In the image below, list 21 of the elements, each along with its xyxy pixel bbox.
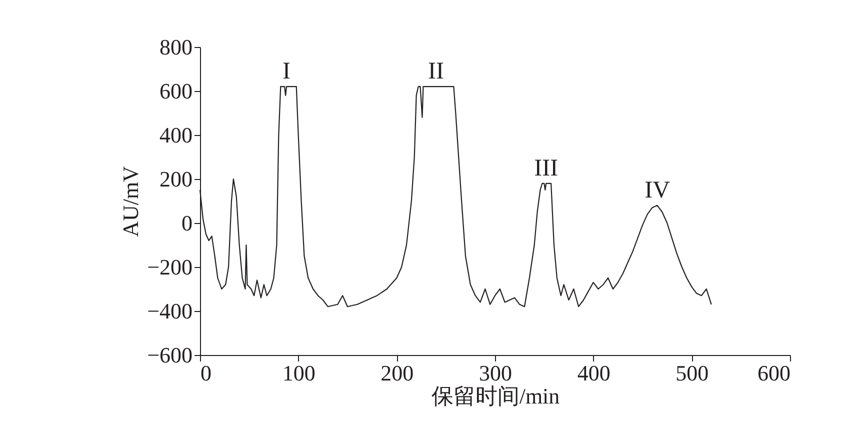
annotation: II [428,58,444,85]
y-tick-label: 600 [160,78,192,104]
y-tick-label: −400 [147,298,192,324]
y-tick-label: 0 [182,210,192,236]
y-tick-label: −200 [147,254,192,280]
annotation: I [282,58,291,85]
annotation: III [534,155,558,182]
y-axis-title: AU/mV [118,166,144,237]
y-tick-label: 200 [160,166,192,192]
x-tick-label: 600 [758,360,790,386]
y-tick-label: −600 [147,342,192,368]
x-axis-title: 保留时间/min [431,384,560,408]
x-tick-label: 200 [380,360,414,386]
y-tick-label: 800 [160,34,192,60]
x-tick-label: 100 [282,360,316,386]
x-tick-label: 500 [676,360,709,386]
annotation: IV [644,177,671,204]
x-tick-label: 0 [200,360,212,386]
y-tick-label: 400 [160,122,192,148]
x-tick-label: 400 [577,360,610,386]
x-tick-label: 300 [479,360,512,386]
